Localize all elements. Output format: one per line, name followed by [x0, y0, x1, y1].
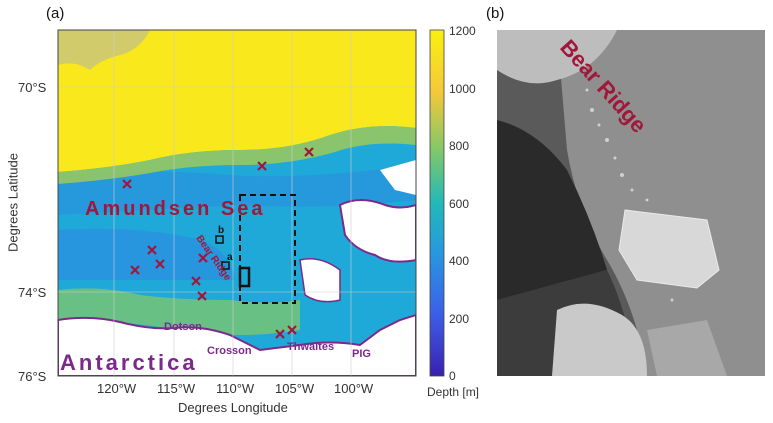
- thwaites-label: Thwaites: [287, 341, 334, 353]
- shelf-break: [58, 126, 416, 184]
- upper-ice-region: [497, 30, 617, 84]
- cb-tick-1200: 1200: [449, 24, 476, 38]
- station-cross: [147, 245, 157, 255]
- station-cross: [287, 325, 297, 335]
- colorbar-gradient: [429, 29, 445, 377]
- cb-tick-1000: 1000: [449, 82, 476, 96]
- station-cross: [304, 147, 314, 157]
- panel-b-label: (b): [486, 5, 505, 22]
- cb-tick-800: 800: [449, 139, 470, 153]
- gridlines: [58, 30, 416, 376]
- cb-tick-400: 400: [449, 254, 470, 268]
- study-region-box: [239, 194, 296, 304]
- y-tick-74s: 74°S: [18, 285, 47, 300]
- x-tick-110w: 110°W: [216, 381, 255, 396]
- ice-shelf-front: [552, 303, 647, 376]
- island-land: [299, 258, 341, 303]
- station-cross: [275, 329, 285, 339]
- station-cross: [198, 253, 208, 263]
- site-b-label: b: [218, 225, 224, 236]
- crosson-label: Crosson: [207, 345, 252, 357]
- yellow-deep-ocean: [58, 30, 416, 172]
- mid-shelf-band: [58, 228, 235, 280]
- station-cross: [197, 291, 207, 301]
- pig-label: PIG: [352, 348, 371, 360]
- station-cross: [122, 179, 132, 189]
- station-markers: [122, 147, 314, 339]
- y-tick-70s: 70°S: [18, 80, 47, 95]
- upper-left-shading: [58, 30, 150, 70]
- ice-floes: [585, 88, 674, 302]
- deep-band: [58, 165, 416, 215]
- southern-shallows: [58, 288, 300, 335]
- x-axis-title: Degrees Longitude: [178, 400, 288, 415]
- mooring-box: [238, 266, 251, 288]
- antarctic-land: [58, 313, 416, 376]
- cb-tick-600: 600: [449, 197, 470, 211]
- map-body: Amundsen Sea Antarctica Bear Ridge b a D…: [58, 30, 416, 376]
- sea-ice-region: [557, 30, 765, 376]
- station-cross: [191, 276, 201, 286]
- iceberg: [618, 209, 720, 289]
- y-axis-title: Degrees Latitude: [5, 153, 21, 253]
- y-tick-76s: 76°S: [18, 369, 47, 384]
- eastern-land: [338, 199, 416, 263]
- site-a-marker: [221, 261, 230, 270]
- continent-label: Antarctica: [60, 350, 198, 375]
- x-tick-120w: 120°W: [97, 381, 137, 396]
- station-cross: [130, 265, 140, 275]
- site-b-marker: [215, 235, 224, 244]
- x-tick-100w: 100°W: [334, 381, 374, 396]
- sea-label: Amundsen Sea: [85, 198, 265, 220]
- x-tick-105w: 105°W: [275, 381, 315, 396]
- satellite-image: Bear Ridge: [497, 30, 765, 376]
- map-frame: [57, 29, 417, 377]
- station-cross: [155, 259, 165, 269]
- cb-tick-200: 200: [449, 312, 470, 326]
- broken-ice: [647, 320, 727, 376]
- northeast-ice: [380, 160, 416, 195]
- colorbar-title: Depth [m]: [427, 385, 480, 399]
- open-water: [497, 120, 607, 300]
- cb-tick-0: 0: [449, 369, 456, 383]
- x-tick-115w: 115°W: [157, 381, 196, 396]
- station-cross: [257, 161, 267, 171]
- site-a-label: a: [227, 252, 233, 263]
- dotson-label: Dotson: [164, 321, 202, 333]
- panel-a-label: (a): [46, 5, 65, 22]
